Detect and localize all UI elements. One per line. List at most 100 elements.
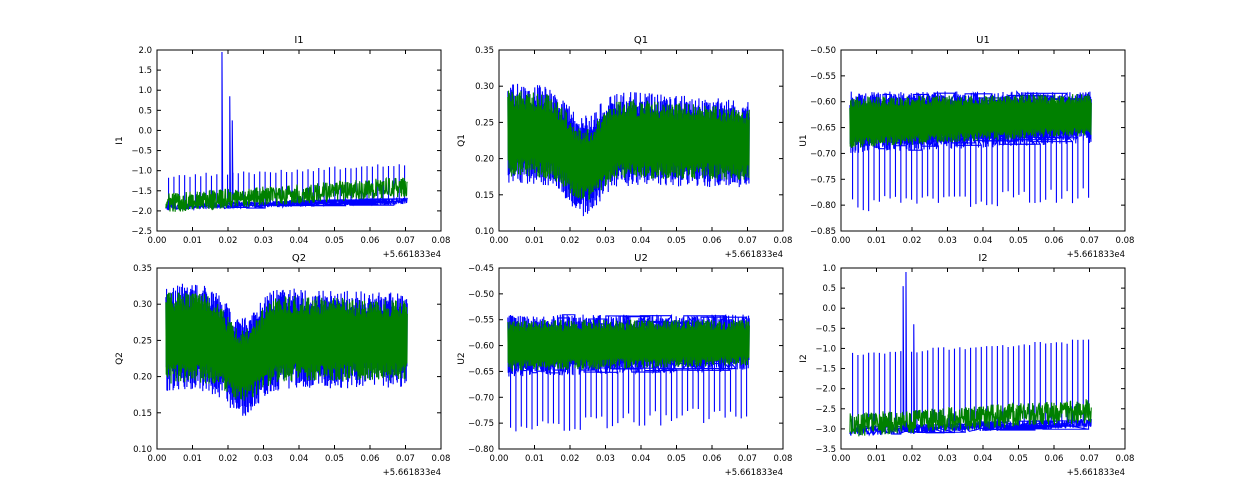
- y-tick-label: −1.5: [815, 365, 836, 375]
- subplot-u1: 0.00 0.01 0.02 0.03 0.04 0.05 0.06 0.07 0.08 −0.5…: [799, 35, 1134, 260]
- x-tick-label: 0.02: [561, 454, 580, 464]
- x-offset-label: +5.661833e4: [383, 468, 441, 478]
- y-tick-label: −2.0: [131, 207, 152, 217]
- x-tick-label: 0.02: [561, 236, 580, 246]
- x-tick-label: 0.02: [219, 454, 238, 464]
- x-tick-label: 0.06: [703, 454, 722, 464]
- y-tick-label: −0.60: [468, 342, 494, 352]
- x-tick-label: 0.03: [254, 454, 273, 464]
- y-tick-label: −0.75: [468, 419, 494, 429]
- y-tick-label: −2.5: [815, 405, 836, 415]
- x-tick-label: 0.08: [432, 454, 451, 464]
- x-tick-label: 0.03: [938, 454, 957, 464]
- x-tick-label: 0.08: [1116, 454, 1135, 464]
- y-tick-label: 0.20: [475, 155, 494, 165]
- series-line-green: [849, 94, 1092, 149]
- y-tick-label: 0.25: [133, 336, 152, 346]
- y-tick-label: −0.5: [815, 324, 836, 334]
- y-axis-label: Q2: [115, 352, 125, 365]
- y-tick-label: 0.35: [133, 264, 152, 274]
- x-offset-label: +5.661833e4: [725, 468, 783, 478]
- y-tick-label: 0.30: [133, 300, 152, 310]
- y-tick-label: −2.5: [131, 227, 152, 237]
- subplot-title: I1: [294, 35, 303, 46]
- y-tick-label: −1.0: [815, 344, 836, 354]
- y-tick-label: 0.0: [138, 126, 152, 136]
- x-tick-label: 0.02: [903, 236, 922, 246]
- x-tick-label: 0.01: [867, 454, 886, 464]
- x-offset-label: +5.661833e4: [1067, 468, 1125, 478]
- x-tick-label: 0.01: [183, 236, 202, 246]
- subplot-q2: 0.00 0.01 0.02 0.03 0.04 0.05 0.06 0.07 0.08 0.35…: [115, 253, 450, 478]
- y-tick-label: −0.50: [810, 46, 836, 56]
- y-tick-label: −1.0: [131, 167, 152, 177]
- y-tick-label: 0.25: [475, 118, 494, 128]
- y-tick-label: 0.35: [475, 46, 494, 56]
- x-tick-label: 0.06: [703, 236, 722, 246]
- y-axis-label: U2: [457, 352, 467, 364]
- x-tick-label: 0.07: [396, 236, 415, 246]
- x-tick-label: 0.08: [1116, 236, 1135, 246]
- x-tick-label: 0.05: [667, 454, 686, 464]
- y-tick-label: −0.65: [810, 124, 836, 134]
- y-tick-label: −0.70: [810, 149, 836, 159]
- x-tick-label: 0.06: [1045, 454, 1064, 464]
- x-tick-label: 0.07: [738, 454, 757, 464]
- y-tick-label: −0.80: [468, 445, 494, 455]
- y-tick-label: 0.15: [475, 191, 494, 201]
- x-tick-label: 0.01: [867, 236, 886, 246]
- x-tick-label: 0.08: [432, 236, 451, 246]
- x-tick-label: 0.02: [219, 236, 238, 246]
- y-tick-label: −0.70: [468, 393, 494, 403]
- x-tick-label: 0.04: [290, 236, 309, 246]
- subplot-q1: 0.00 0.01 0.02 0.03 0.04 0.05 0.06 0.07 0.08 0.35…: [457, 35, 792, 260]
- subplot-title: Q1: [634, 35, 648, 46]
- series-line-green: [507, 90, 750, 201]
- x-tick-label: 0.07: [396, 454, 415, 464]
- x-tick-label: 0.03: [596, 454, 615, 464]
- y-axis-label: U1: [799, 134, 809, 146]
- y-tick-label: 1.0: [822, 264, 836, 274]
- x-tick-label: 0.06: [361, 454, 380, 464]
- y-tick-label: −0.65: [468, 367, 494, 377]
- x-offset-label: +5.661833e4: [383, 250, 441, 260]
- y-tick-label: −0.85: [810, 227, 836, 237]
- x-tick-label: 0.04: [632, 236, 651, 246]
- subplot-i1: 0.00 0.01 0.02 0.03 0.04 0.05 0.06 0.07 0.08 2.0 1…: [115, 35, 450, 260]
- subplot-i2: 0.00 0.01 0.02 0.03 0.04 0.05 0.06 0.07 0.08 1.0 0…: [799, 253, 1134, 478]
- y-tick-label: 0.15: [133, 409, 152, 419]
- x-offset-label: +5.661833e4: [1067, 250, 1125, 260]
- x-offset-label: +5.661833e4: [725, 250, 783, 260]
- x-tick-label: 0.03: [938, 236, 957, 246]
- x-tick-label: 0.07: [738, 236, 757, 246]
- y-tick-label: 1.5: [138, 66, 152, 76]
- y-tick-label: −1.5: [131, 187, 152, 197]
- y-tick-label: 0.10: [475, 227, 494, 237]
- x-tick-label: 0.01: [525, 236, 544, 246]
- y-tick-label: 2.0: [138, 46, 152, 56]
- x-tick-label: 0.04: [974, 236, 993, 246]
- x-tick-label: 0.00: [832, 236, 851, 246]
- subplot-title: U2: [634, 253, 648, 264]
- x-tick-label: 0.07: [1080, 454, 1099, 464]
- x-tick-label: 0.00: [148, 454, 167, 464]
- y-axis-label: Q1: [457, 134, 467, 147]
- series-line-blue: [165, 52, 408, 212]
- x-tick-label: 0.00: [148, 236, 167, 246]
- series-line-green: [165, 292, 408, 401]
- series-line-green: [165, 176, 408, 212]
- x-tick-label: 0.02: [903, 454, 922, 464]
- y-tick-label: −3.5: [815, 445, 836, 455]
- x-tick-label: 0.01: [525, 454, 544, 464]
- y-tick-label: −0.45: [468, 264, 494, 274]
- y-tick-label: −0.75: [810, 175, 836, 185]
- x-tick-label: 0.07: [1080, 236, 1099, 246]
- y-tick-label: −0.5: [131, 147, 152, 157]
- y-tick-label: 0.0: [822, 304, 836, 314]
- y-tick-label: −2.0: [815, 385, 836, 395]
- y-tick-label: 0.20: [133, 373, 152, 383]
- subplot-u2: 0.00 0.01 0.02 0.03 0.04 0.05 0.06 0.07 0.08 −0.4…: [457, 253, 792, 478]
- x-tick-label: 0.05: [325, 454, 344, 464]
- x-tick-label: 0.00: [490, 236, 509, 246]
